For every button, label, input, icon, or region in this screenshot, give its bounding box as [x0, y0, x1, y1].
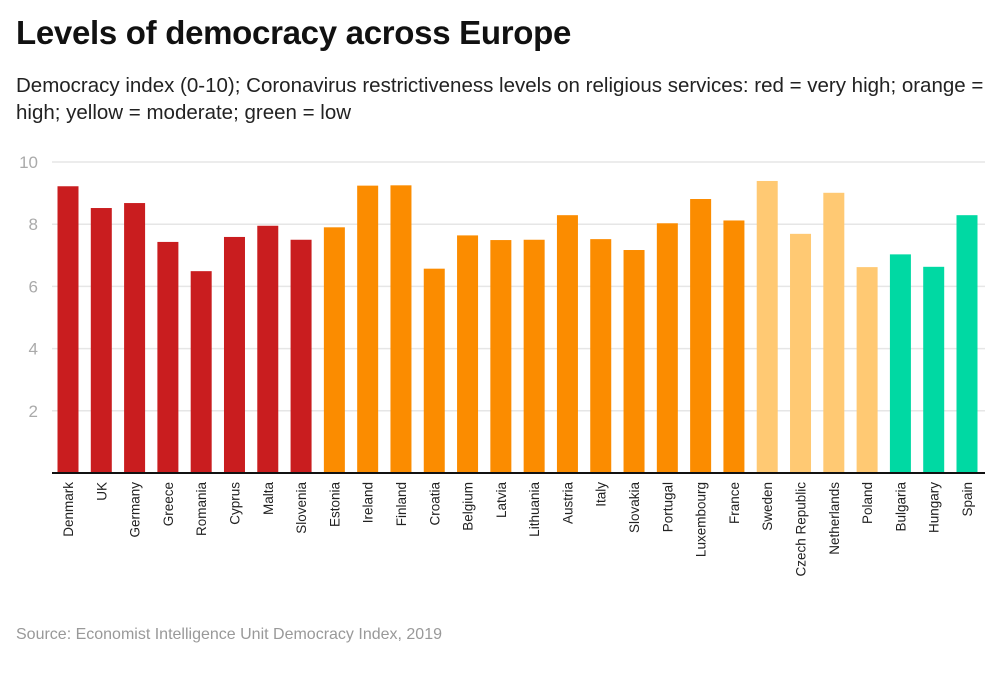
bar-portugal — [656, 223, 678, 473]
bar-italy — [590, 239, 612, 473]
x-tick-label: Ireland — [361, 482, 376, 523]
x-tick-label: Denmark — [61, 482, 76, 537]
bar-netherlands — [823, 192, 845, 473]
y-tick-label: 8 — [29, 215, 38, 234]
chart-title: Levels of democracy across Europe — [16, 14, 572, 51]
x-tick-label: Czech Republic — [794, 482, 809, 577]
x-tick-label: Malta — [261, 482, 276, 516]
bar-slovakia — [623, 250, 645, 473]
bar-poland — [856, 267, 878, 473]
chart-subtitle: Democracy index (0-10); Coronavirus rest… — [16, 74, 984, 124]
x-tick-label: Lithuania — [527, 482, 542, 537]
bar-cyprus — [223, 236, 245, 473]
bar-luxembourg — [690, 199, 712, 473]
x-tick-label: Croatia — [427, 482, 442, 526]
source-note: Source: Economist Intelligence Unit Demo… — [16, 626, 442, 643]
x-tick-label: Spain — [960, 482, 975, 517]
bar-ireland — [357, 185, 379, 474]
x-tick-label: Netherlands — [827, 482, 842, 555]
bar-finland — [390, 185, 412, 473]
x-tick-label: France — [727, 482, 742, 524]
x-tick-label: Slovenia — [294, 482, 309, 534]
x-tick-label: Austria — [560, 482, 575, 525]
bar-hungary — [923, 266, 945, 473]
x-tick-label: Bulgaria — [893, 482, 908, 532]
x-tick-label: UK — [94, 482, 109, 501]
x-tick-label: Greece — [161, 482, 176, 526]
x-tick-label: Italy — [594, 482, 609, 507]
bar-czech-republic — [790, 233, 812, 473]
bar-denmark — [57, 186, 79, 473]
x-tick-label: Romania — [194, 482, 209, 537]
y-tick-label: 10 — [19, 153, 38, 172]
x-tick-label: Hungary — [927, 482, 942, 533]
bar-sweden — [756, 180, 778, 473]
bar-estonia — [323, 227, 345, 473]
y-tick-label: 4 — [29, 340, 38, 359]
x-tick-label: Luxembourg — [694, 482, 709, 557]
x-tick-label: Poland — [860, 482, 875, 524]
x-tick-label: Finland — [394, 482, 409, 526]
x-tick-label: Belgium — [461, 482, 476, 531]
bar-romania — [190, 271, 212, 473]
x-tick-label: Estonia — [327, 482, 342, 528]
bar-lithuania — [523, 239, 545, 473]
bar-germany — [124, 203, 146, 473]
bar-latvia — [490, 240, 512, 473]
x-tick-label: Portugal — [660, 482, 675, 532]
y-tick-label: 2 — [29, 402, 38, 421]
bar-belgium — [457, 235, 479, 473]
bar-slovenia — [290, 239, 312, 473]
x-tick-label: Cyprus — [227, 482, 242, 525]
x-tick-label: Sweden — [760, 482, 775, 531]
bar-malta — [257, 225, 279, 473]
bar-austria — [556, 215, 578, 473]
bar-spain — [956, 215, 978, 473]
bar-greece — [157, 241, 179, 473]
x-tick-label: Germany — [128, 482, 143, 538]
bar-bulgaria — [889, 254, 911, 473]
bar-croatia — [423, 268, 445, 473]
x-tick-label: Slovakia — [627, 482, 642, 534]
bar-uk — [90, 208, 112, 473]
bar-france — [723, 220, 745, 473]
x-tick-label: Latvia — [494, 482, 509, 519]
y-tick-label: 6 — [29, 277, 38, 296]
